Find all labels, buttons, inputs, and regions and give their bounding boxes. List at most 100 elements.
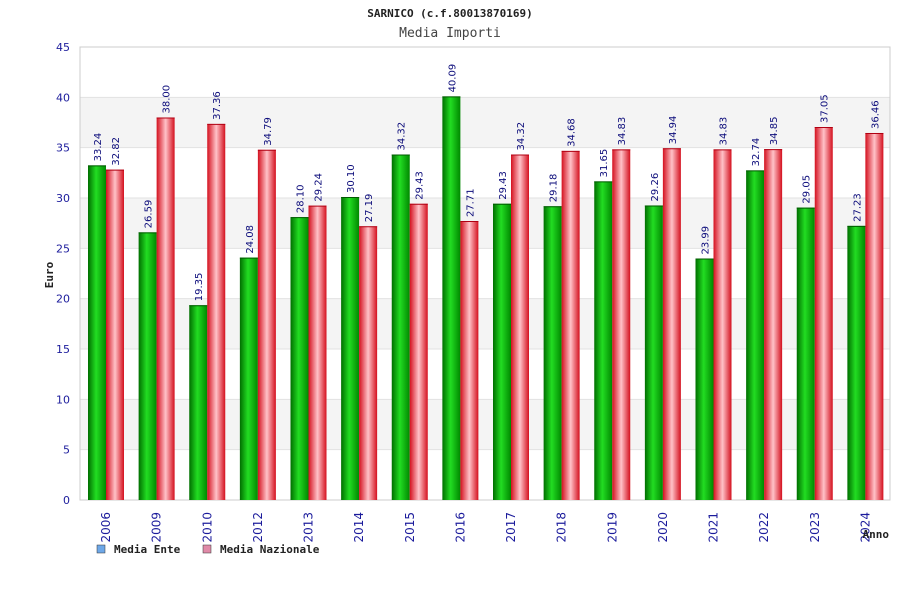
data-label: 23.99 [701,226,712,255]
data-label: 40.09 [447,64,458,93]
legend-swatch-media-nazionale [202,544,212,554]
chart-subtitle: Media Importi [399,26,501,41]
legend-swatch-media-ente [96,544,106,554]
bar-media-ente-2013 [290,217,309,501]
data-label: 27.71 [465,188,476,217]
x-tick-label: 2013 [302,512,316,543]
bar-media-ente-2010 [189,305,208,500]
data-label: 33.24 [93,133,104,162]
data-labels: 33.24 32.82 26.59 38.00 19.35 37.36 24.08 34.79… [93,64,881,301]
bar-media-nazionale-2023 [814,127,833,500]
x-tick-label: 2014 [352,512,366,543]
bar-media-ente-2022 [746,170,765,500]
bar-media-nazionale-2018 [561,150,580,500]
data-label: 37.05 [820,94,831,123]
bar-media-nazionale-2021 [713,149,732,501]
chart-title: SARNICO (c.f.80013870169) [367,7,533,20]
bar-media-nazionale-2015 [409,203,428,500]
x-tick-label: 2024 [858,512,872,543]
bar-media-nazionale-2013 [308,205,327,500]
y-tick-label: 20 [56,293,70,306]
data-label: 34.32 [397,122,408,151]
x-tick-label: 2010 [200,512,214,543]
data-label: 29.43 [415,171,426,200]
x-tick-label: 2017 [504,512,518,543]
bar-media-nazionale-2017 [511,154,529,500]
bar-media-nazionale-2022 [764,149,783,500]
x-tick-label: 2018 [555,512,569,543]
data-label: 31.65 [599,149,610,178]
data-label: 29.43 [498,171,509,200]
bar-media-ente-2017 [493,203,511,500]
data-label: 34.94 [668,116,679,145]
y-tick-label: 5 [63,444,70,457]
bar-media-ente-2006 [88,165,106,500]
data-label: 19.35 [194,273,205,302]
bar-media-ente-2016 [442,96,461,500]
bar-media-nazionale-2014 [359,226,378,500]
bars [88,96,884,501]
bar-media-ente-2014 [341,196,360,500]
bar-media-ente-2012 [239,257,258,500]
data-label: 34.83 [617,117,628,146]
data-label: 34.68 [567,118,578,147]
bar-media-nazionale-2016 [460,221,479,500]
bar-media-ente-2009 [138,232,157,500]
legend-label-media-nazionale: Media Nazionale [220,543,320,556]
x-tick-label: 2019 [605,512,619,543]
x-tick-label: 2022 [757,512,771,543]
y-tick-label: 30 [56,192,70,205]
x-tick-label: 2020 [656,512,670,543]
y-axis-ticks: 0 5 10 15 20 25 30 35 40 45 [56,41,70,507]
y-tick-label: 0 [63,494,70,507]
data-label: 29.18 [549,174,560,203]
x-tick-label: 2016 [453,512,467,543]
legend: Media Ente Media Nazionale [96,543,320,556]
data-label: 38.00 [162,85,173,114]
bar-media-ente-2019 [594,181,613,500]
bar-media-nazionale-2006 [106,169,124,500]
data-label: 27.23 [852,193,863,222]
bar-media-nazionale-2010 [207,123,226,500]
plot-area [79,46,891,501]
x-tick-label: 2015 [403,512,417,543]
data-label: 36.46 [870,100,881,129]
legend-label-media-ente: Media Ente [114,543,181,556]
data-label: 28.10 [296,184,307,213]
data-label: 26.59 [144,200,155,229]
x-tick-label: 2023 [808,512,822,543]
data-label: 29.24 [314,173,325,202]
data-label: 29.05 [802,175,813,204]
data-label: 34.79 [263,117,274,146]
x-tick-label: 2012 [251,512,265,543]
data-label: 27.19 [364,194,375,223]
data-label: 30.10 [346,164,357,193]
bar-media-nazionale-2019 [612,149,631,501]
y-tick-label: 40 [56,91,70,104]
y-tick-label: 45 [56,41,70,54]
bar-media-nazionale-2020 [662,148,681,500]
bar-media-nazionale-2009 [156,117,175,500]
bar-media-ente-2018 [543,206,562,500]
y-tick-label: 25 [56,242,70,255]
x-tick-label: 2009 [150,512,164,543]
bar-media-ente-2023 [796,207,815,500]
bar-media-nazionale-2024 [865,132,884,500]
bar-media-ente-2024 [847,225,866,500]
x-tick-label: 2006 [99,512,113,543]
x-axis-label: Anno [863,528,890,541]
data-label: 29.26 [650,173,661,202]
data-label: 34.32 [516,122,527,151]
bar-media-nazionale-2012 [257,149,276,500]
data-label: 32.74 [751,138,762,167]
bar-media-ente-2021 [695,258,714,500]
y-axis-label: Euro [43,261,56,288]
y-tick-label: 10 [56,393,70,406]
data-label: 32.82 [111,137,122,166]
y-tick-label: 35 [56,142,70,155]
bar-media-ente-2015 [391,154,410,500]
data-label: 37.36 [212,91,223,120]
data-label: 24.08 [245,225,256,254]
x-axis-ticks: 2006 2009 2010 2012 2013 2014 2015 2016 2017 2018… [99,512,872,543]
